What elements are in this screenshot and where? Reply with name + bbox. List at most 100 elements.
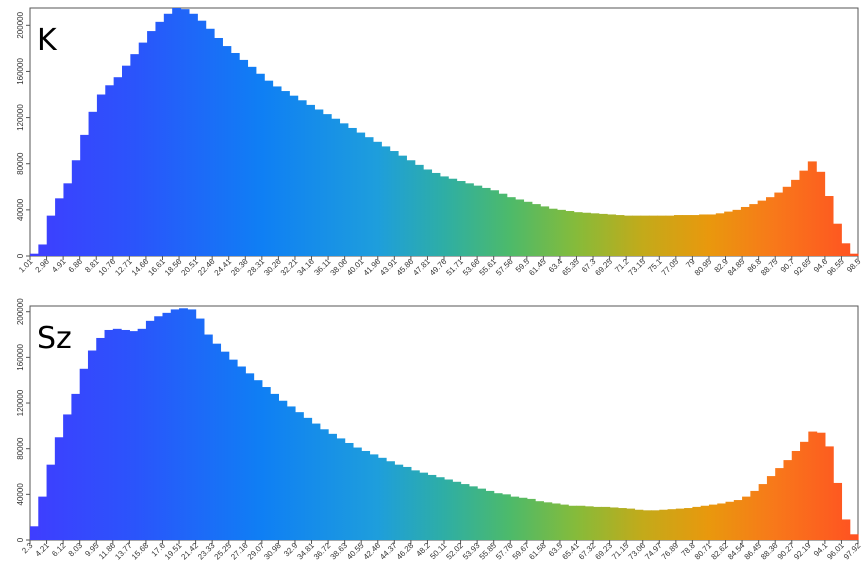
histogram-bar [212,343,222,540]
x-tick-label: 61.45 [527,257,548,278]
histogram-bar [88,111,98,256]
x-tick-label: 86.45 [743,541,764,562]
histogram-bar [297,100,307,256]
histogram-bar [732,209,742,256]
x-tick-label: 61.58 [527,541,548,562]
x-tick-label: 67.32 [577,541,598,562]
histogram-bar [406,160,416,256]
x-tick-label: 45.86 [395,257,416,278]
y-tick-label: 160000 [16,58,25,85]
x-tick-label: 2.96 [34,257,52,275]
y-tick-label: 80000 [16,437,25,460]
histogram-bar [540,206,550,256]
x-tick-label: 19.51 [163,541,184,562]
histogram-bar [154,316,164,540]
x-tick-label: 26.36 [229,257,250,278]
x-tick-label: 88.75 [759,257,780,278]
histogram-bar [717,503,727,540]
histogram-bar [657,215,667,256]
histogram-bar [757,200,767,256]
x-tick-label: 98.5 [845,257,863,275]
y-tick-label: 0 [16,537,25,542]
histogram-bar [255,73,265,256]
histogram-bar [30,526,39,540]
x-tick-label: 12.71 [113,257,134,278]
y-tick-label: 160000 [16,343,25,370]
histogram-bar [314,109,324,256]
x-tick-label: 59.67 [511,541,532,562]
x-tick-label: 20.51 [179,257,200,278]
histogram-bar [791,450,801,540]
y-tick-label: 120000 [16,389,25,416]
x-tick-label: 47.81 [411,257,432,278]
x-tick-label: 34.16 [295,257,316,278]
histogram-bar [145,320,155,540]
x-tick-label: 73.15 [627,257,648,278]
x-tick-label: 10.76 [97,257,118,278]
x-tick-label: 24.41 [213,257,234,278]
x-tick-label: 90.27 [776,541,797,562]
histogram-bar [648,215,658,256]
histogram-bar [742,496,751,540]
histogram-bar [96,94,106,256]
histogram-bar [253,380,263,540]
x-tick-label: 16.61 [146,257,167,278]
histogram-bar [87,350,97,540]
histogram-bar [501,494,511,540]
histogram-bar [46,215,56,256]
x-tick-label: 57.56 [494,257,515,278]
histogram-bar [419,472,429,540]
histogram-bar [576,505,586,540]
histogram-bar [435,477,445,540]
histogram-bar [543,502,553,540]
histogram-bar [565,211,575,256]
histogram-bar [162,312,172,540]
histogram-bar [105,85,115,256]
histogram-bar [573,212,583,256]
histogram-bar [237,366,246,540]
histogram-bar [833,482,843,540]
x-tick-label: 53.93 [461,541,482,562]
x-tick-label: 11.86 [97,541,117,561]
histogram-bar [623,215,633,256]
x-tick-label: 82.62 [709,541,730,562]
x-tick-label: 71.15 [610,541,631,562]
histogram-bar [130,54,140,256]
histogram-bar [485,490,495,540]
histogram-bar [749,204,759,256]
histogram-bar [824,446,834,540]
histogram-bar [775,468,785,540]
histogram-bar [510,496,520,540]
x-tick-label: 97.92 [842,541,863,562]
histogram-bar [369,454,379,540]
histogram-bar [568,505,578,540]
x-tick-label: 13.77 [113,541,134,562]
histogram-bar [280,91,290,256]
histogram-bar [707,214,717,256]
x-tick-label: 92.19 [792,541,813,562]
x-tick-label: 43.91 [378,257,399,278]
x-tick-label: 50.11 [428,541,448,561]
histogram-bar [96,337,106,540]
histogram-bar [137,328,147,540]
histogram-bar [286,406,296,540]
histogram-bar [506,197,516,256]
histogram-bar [615,215,625,256]
histogram-bar [667,509,677,540]
y-tick-label: 80000 [16,152,25,175]
x-tick-label: 36.72 [312,541,333,562]
histogram-bar [665,215,675,256]
histogram-bar [535,501,544,540]
histogram-bar [80,134,90,256]
histogram-bar [113,77,123,257]
panel-label: Sz [37,321,72,356]
x-tick-label: 96.55 [825,257,846,278]
histogram-bar [824,196,834,256]
histogram-bar [339,123,349,256]
x-tick-label: 4.21 [34,541,52,559]
histogram-bar [303,417,313,540]
histogram-bar [782,186,792,256]
x-tick-label: 53.66 [461,257,482,278]
x-tick-label: 1.01 [17,257,35,275]
